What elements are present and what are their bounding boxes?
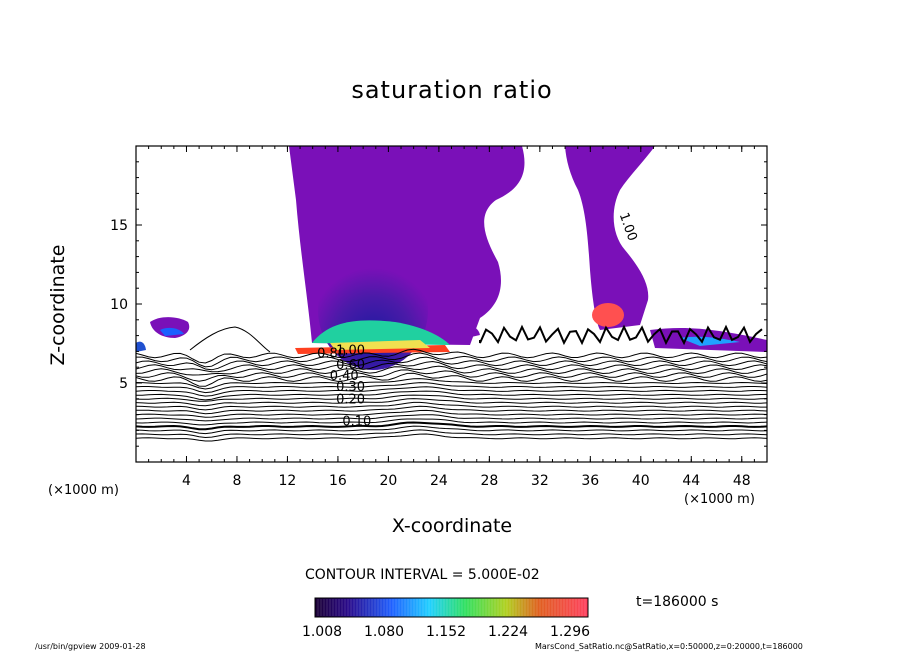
field-layer — [136, 146, 767, 442]
contour-line — [136, 421, 767, 431]
plume-base-green — [312, 320, 450, 345]
y-tick-label: 15 — [110, 218, 128, 234]
x-tick-label: 20 — [379, 473, 397, 489]
contour-label: 1.00 — [616, 211, 640, 243]
contour-line — [136, 365, 767, 376]
time-label: t=186000 s — [636, 594, 719, 610]
contour-label: 1.00 — [336, 344, 365, 359]
contour-interval-label: CONTOUR INTERVAL = 5.000E-02 — [305, 567, 540, 583]
contour-line — [189, 326, 271, 353]
contour-lines — [136, 324, 767, 442]
y-ticks: 5 10 15 — [110, 161, 767, 447]
contour-label: 0.80 — [317, 347, 346, 362]
cloud-mid — [455, 325, 480, 340]
footer-left: /usr/bin/gpview 2009-01-28 — [35, 642, 146, 651]
cloud-edge — [136, 341, 146, 352]
contour-line — [136, 409, 767, 418]
x-tick-label: 48 — [733, 473, 751, 489]
contour-label: 0.20 — [336, 393, 365, 408]
contour-label: 0.10 — [342, 415, 371, 430]
colorbar-tick-label: 1.224 — [488, 624, 528, 640]
y-tick-label: 5 — [119, 376, 128, 392]
contour-line — [136, 369, 767, 382]
y-tick-label: 10 — [110, 297, 128, 313]
contour-line — [479, 324, 763, 346]
x-ticks: 4 8 12 16 20 24 28 32 36 40 44 48 — [148, 146, 755, 489]
colorbar-tick-label: 1.152 — [426, 624, 466, 640]
contour-line — [136, 360, 767, 373]
contour-line — [136, 348, 767, 364]
contour-line — [136, 405, 767, 415]
contour-line — [136, 425, 767, 435]
cloud-left-blue — [160, 327, 184, 336]
x-tick-label: 40 — [632, 473, 650, 489]
x-axis-label: X-coordinate — [391, 515, 513, 537]
contour-line — [136, 390, 767, 401]
plume-right — [565, 146, 655, 330]
contour-line — [136, 429, 767, 439]
x-tick-label: 4 — [182, 473, 191, 489]
contour-line — [136, 433, 767, 442]
x-unit-right: (×1000 m) — [684, 492, 755, 507]
x-tick-label: 28 — [480, 473, 498, 489]
contour-line — [136, 356, 767, 371]
contour-line — [136, 382, 767, 394]
x-tick-label: 8 — [232, 473, 241, 489]
colorbar-ticks: 1.008 1.080 1.152 1.224 1.296 — [302, 624, 590, 640]
colorbar-tick-label: 1.296 — [550, 624, 590, 640]
chart-title: saturation ratio — [351, 76, 553, 104]
contour-label: 0.60 — [336, 358, 365, 373]
x-tick-label: 32 — [531, 473, 549, 489]
contour-label: 0.40 — [330, 369, 359, 384]
contour-line — [136, 378, 767, 390]
x-tick-label: 12 — [279, 473, 297, 489]
contour-line — [136, 418, 767, 426]
contour-line — [136, 394, 767, 402]
contour-label: 0.30 — [336, 380, 365, 395]
contour-labels: 0.100.200.300.400.600.801.001.00 — [317, 211, 640, 430]
colorbar-stripes — [317, 599, 586, 616]
x-tick-label: 16 — [329, 473, 347, 489]
x-tick-label: 36 — [581, 473, 599, 489]
contour-line — [136, 372, 767, 387]
colorbar-tick-label: 1.080 — [364, 624, 404, 640]
cloud-right-blue — [680, 336, 740, 346]
x-tick-label: 24 — [430, 473, 448, 489]
contour-line — [136, 401, 767, 411]
plume-base-yellow — [330, 340, 430, 350]
x-tick-label: 44 — [682, 473, 700, 489]
contour-line — [136, 398, 767, 407]
colorbar — [314, 597, 589, 618]
contour-line — [136, 352, 767, 368]
x-unit-left: (×1000 m) — [48, 483, 119, 498]
colorbar-tick-label: 1.008 — [302, 624, 342, 640]
contour-line — [136, 414, 767, 422]
plume-right-hot — [592, 303, 624, 327]
contour-line — [136, 386, 767, 397]
footer-right: MarsCond_SatRatio.nc@SatRatio,x=0:50000,… — [535, 642, 803, 651]
